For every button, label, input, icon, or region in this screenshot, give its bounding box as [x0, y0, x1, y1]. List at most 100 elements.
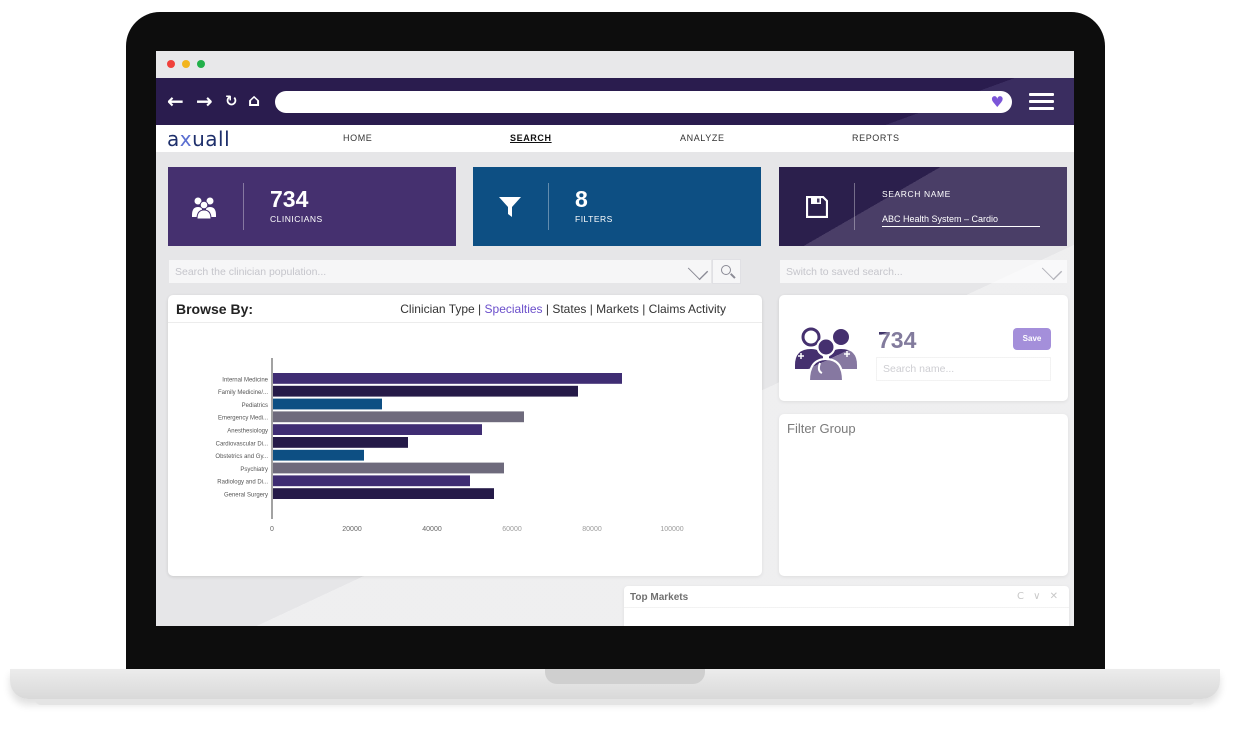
save-button[interactable]: Save [1013, 328, 1051, 350]
y-tick-label: Pediatrics [242, 403, 268, 409]
bar-5[interactable] [273, 437, 408, 448]
browse-tabs: Clinician Type | Specialties | States | … [400, 302, 726, 316]
y-tick-label: Emergency Medi... [218, 416, 268, 422]
filter-chip-license[interactable]: License: Ohio [795, 454, 850, 464]
search-name-title: SEARCH NAME [882, 189, 951, 199]
clinicians-label: CLINICIANS [270, 214, 323, 224]
bar-9[interactable] [273, 488, 494, 499]
x-tick-label: 60000 [502, 526, 522, 533]
filter-chip-home-msa[interactable]: Home MSA: Cleveland, OH [930, 550, 1036, 560]
filter-chip-claims-activity[interactable]: Claims Activity: ABC Health System [890, 454, 1031, 464]
specialties-bar-chart: Internal Medicine Family Medicine/... Pedi… [215, 358, 684, 533]
y-tick-label: Radiology and Di... [217, 480, 268, 486]
filters-card[interactable]: 8 FILTERS [473, 167, 761, 246]
back-arrow-icon[interactable]: ← [167, 89, 184, 113]
filters-count: 8 [575, 186, 588, 212]
home-icon[interactable]: ⌂ [248, 91, 261, 111]
nav-home[interactable]: HOME [343, 133, 373, 143]
chevron-down-icon[interactable] [1041, 259, 1063, 281]
funnel-icon [499, 197, 521, 217]
filter-chip-relationship[interactable]: Relationship: Employed [795, 550, 890, 560]
axuall-logo[interactable]: axuall [167, 127, 231, 151]
y-tick-label: Internal Medicine [222, 377, 268, 383]
clinicians-card[interactable]: 734 CLINICIANS [168, 167, 456, 246]
bar-2[interactable] [273, 398, 382, 410]
clinicians-group-icon [192, 197, 216, 219]
clinicians-count: 734 [270, 186, 309, 212]
bar-4[interactable] [273, 424, 482, 435]
y-tick-label: Cardiovascular Di... [216, 441, 269, 447]
y-tick-label: Psychiatry [240, 467, 268, 473]
card-divider [243, 183, 244, 230]
search-name-value[interactable]: ABC Health System – Cardio [882, 214, 1040, 227]
search-name-input[interactable] [876, 357, 1051, 381]
bar-3[interactable] [273, 411, 524, 423]
browse-tab-markets[interactable]: Markets [596, 302, 639, 316]
filter-chip-procedure[interactable]: Procedure: Surgical Procedures on the Ca… [795, 510, 1035, 520]
laptop-base-shadow [35, 699, 1195, 705]
browse-title: Browse By: [176, 301, 254, 317]
browse-tab-states[interactable]: States [552, 302, 587, 316]
reload-icon[interactable]: ↻ [225, 92, 238, 110]
filter-chip-specialty[interactable]: Specialty: Cardiology [873, 482, 957, 492]
browse-tab-specialties[interactable]: Specialties [484, 302, 543, 316]
x-tick-label: 40000 [422, 526, 442, 533]
screen: ← → ↻ ⌂ ♥ axuall HOME SEARCH ANALYZE REP… [156, 51, 1074, 626]
clinician-search-placeholder: Search the clinician population... [175, 266, 327, 278]
laptop-base [10, 669, 1220, 699]
filter-chip-type[interactable]: Type: MD [795, 482, 833, 492]
tab-separator: | [586, 302, 597, 316]
laptop-notch [545, 669, 705, 684]
nav-search[interactable]: SEARCH [510, 133, 552, 143]
top-markets-title: Top Markets [630, 592, 689, 603]
bar-0[interactable] [273, 373, 622, 384]
tab-separator: | [474, 302, 485, 316]
summary-count: 734 [878, 327, 917, 353]
browse-tab-claims-activity[interactable]: Claims Activity [648, 302, 726, 316]
close-window-dot[interactable] [167, 60, 175, 68]
tab-separator: | [638, 302, 649, 316]
floppy-disk-icon[interactable] [806, 196, 828, 218]
nav-analyze[interactable]: ANALYZE [680, 133, 725, 143]
x-tick-label: 80000 [582, 526, 602, 533]
heart-icon[interactable]: ♥ [990, 93, 1004, 111]
tab-separator: | [542, 302, 553, 316]
y-tick-label: Obstetrics and Gy... [215, 454, 268, 460]
search-name-card: SEARCH NAME ABC Health System – Cardio [779, 167, 1067, 246]
address-bar[interactable]: ♥ [275, 91, 1012, 113]
filter-group-panel: Filter Group License: Ohio Claims Activi… [779, 414, 1068, 576]
hamburger-menu-icon[interactable] [1029, 93, 1054, 111]
forward-arrow-icon[interactable]: → [196, 89, 213, 113]
card-divider [548, 183, 549, 230]
y-tick-label: Family Medicine/... [218, 390, 268, 396]
maximize-window-dot[interactable] [197, 60, 205, 68]
x-tick-label: 0 [270, 526, 274, 533]
saved-search-placeholder: Switch to saved search... [786, 266, 903, 278]
y-tick-label: Anesthesiology [227, 429, 268, 435]
browse-tab-clinician-type[interactable]: Clinician Type [400, 302, 475, 316]
clinician-search-input[interactable]: Search the clinician population... [168, 259, 712, 284]
top-markets-controls[interactable]: C ∨ ✕ [1016, 591, 1061, 602]
search-button[interactable] [712, 259, 741, 284]
summary-panel: 734 Save [779, 295, 1068, 401]
card-divider [854, 183, 855, 230]
minimize-window-dot[interactable] [182, 60, 190, 68]
filter-group-title: Filter Group [787, 421, 856, 436]
bar-6[interactable] [273, 449, 364, 461]
saved-search-select[interactable]: Switch to saved search... [779, 259, 1068, 284]
app-nav: axuall HOME SEARCH ANALYZE REPORTS [156, 125, 1074, 152]
bar-7[interactable] [273, 462, 504, 474]
nav-reports[interactable]: REPORTS [852, 133, 900, 143]
bar-1[interactable] [273, 385, 578, 397]
filters-label: FILTERS [575, 214, 613, 224]
x-tick-label: 20000 [342, 526, 362, 533]
browse-panel: Browse By: Clinician Type | Specialties … [168, 295, 762, 576]
x-tick-label: 100000 [660, 526, 683, 533]
bar-8[interactable] [273, 475, 470, 487]
top-markets-panel: Top Markets C ∨ ✕ [624, 586, 1069, 626]
clinicians-team-icon [795, 327, 857, 381]
browser-toolbar: ← → ↻ ⌂ ♥ [156, 78, 1074, 125]
chevron-down-icon[interactable] [687, 259, 709, 281]
window-titlebar [156, 51, 1074, 78]
